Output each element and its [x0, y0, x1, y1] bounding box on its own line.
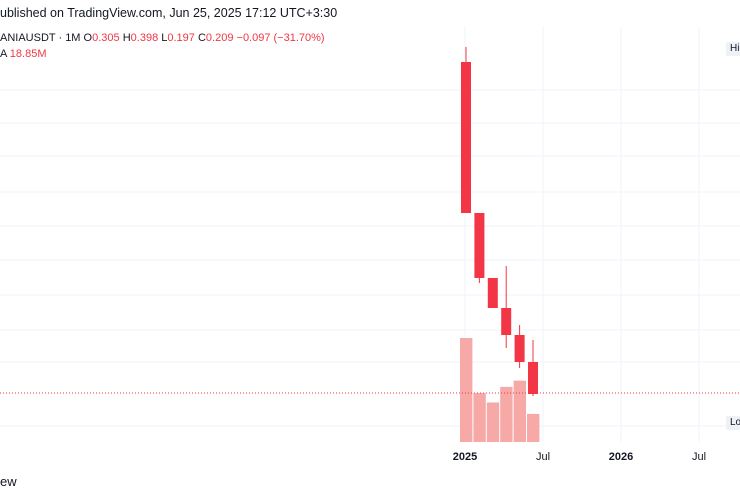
- open-label: O: [83, 32, 93, 44]
- volume-bar: [460, 338, 473, 442]
- volume-bars: [460, 338, 540, 442]
- high-value: 0.398: [130, 32, 159, 44]
- x-tick-label: Jul: [536, 451, 550, 463]
- candle-body: [461, 62, 471, 213]
- footer-text: ew: [0, 474, 17, 489]
- chart-grid: [0, 26, 740, 442]
- close-value: 0.209: [205, 32, 234, 44]
- open-value: 0.305: [92, 32, 120, 44]
- ohlc-row: ANIAUSDT · 1M O0.305 H0.398 L0.197 C0.20…: [0, 30, 325, 46]
- low-badge: Lo: [726, 416, 740, 430]
- volume-bar: [500, 386, 513, 442]
- volume-bar: [513, 380, 526, 442]
- candle-body: [474, 213, 485, 278]
- published-text: ublished on TradingView.com, Jun 25, 202…: [0, 6, 338, 20]
- chart-legend: ANIAUSDT · 1M O0.305 H0.398 L0.197 C0.20…: [0, 30, 325, 62]
- candle-body: [514, 335, 525, 362]
- candle-body: [528, 362, 538, 394]
- volume-value: 18.85M: [9, 48, 47, 60]
- candle-body: [501, 308, 512, 335]
- x-tick-label: 2025: [453, 451, 477, 463]
- x-tick-label: Jul: [692, 451, 706, 463]
- candle-body: [487, 278, 498, 308]
- volume-label: A: [0, 48, 7, 60]
- x-tick-label: 2026: [609, 451, 633, 463]
- x-axis: 2025 Jul 2026 Jul: [453, 451, 706, 463]
- close-label: C: [197, 32, 206, 44]
- symbol-label[interactable]: ANIAUSDT · 1M: [0, 32, 81, 44]
- candlesticks: [461, 47, 538, 396]
- high-badge: Hi: [726, 42, 740, 56]
- volume-bar: [473, 393, 486, 442]
- high-label: H: [122, 32, 131, 44]
- volume-row: A 18.85M: [0, 46, 325, 62]
- volume-bar: [486, 402, 500, 442]
- published-header: ublished on TradingView.com, Jun 25, 202…: [0, 0, 740, 26]
- volume-bar: [527, 413, 540, 442]
- change-value: −0.097 (−31.70%): [236, 32, 325, 44]
- low-value: 0.197: [167, 32, 195, 44]
- low-label: L: [161, 32, 168, 44]
